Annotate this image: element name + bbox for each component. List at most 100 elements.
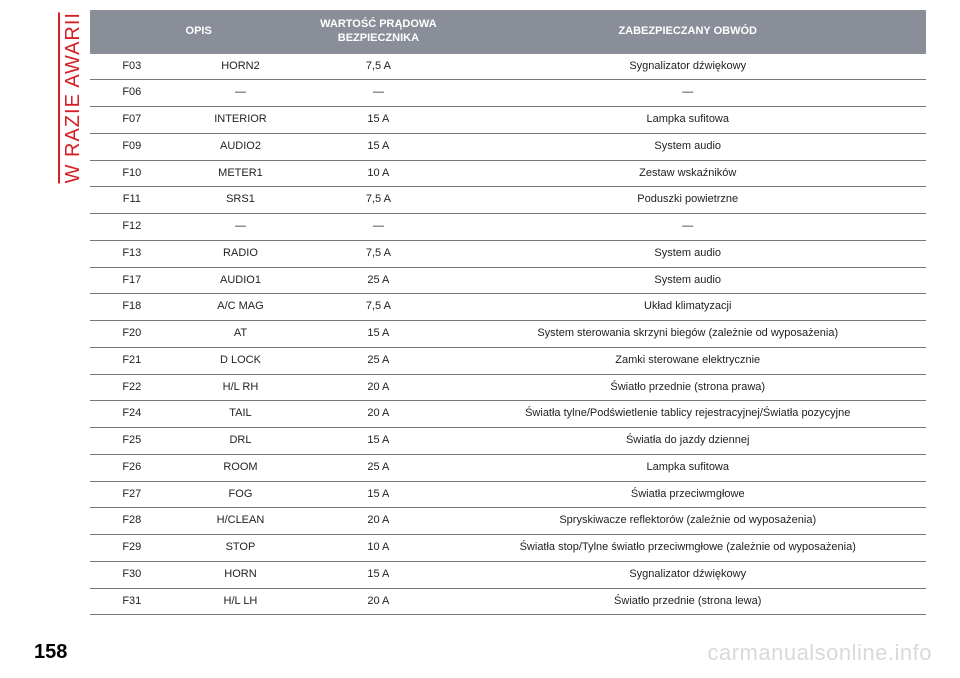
fuse-name: SRS1 [174, 187, 308, 214]
fuse-amp: 10 A [307, 535, 449, 562]
table-row: F21D LOCK25 AZamki sterowane elektryczni… [90, 347, 926, 374]
table-row: F24TAIL20 AŚwiatła tylne/Podświetlenie t… [90, 401, 926, 428]
fuse-amp: — [307, 214, 449, 241]
fuse-amp: 20 A [307, 401, 449, 428]
table-row: F06——— [90, 80, 926, 107]
fuse-circuit: Światło przednie (strona prawa) [449, 374, 926, 401]
fuse-amp: 7,5 A [307, 187, 449, 214]
table-row: F27FOG15 AŚwiatła przeciwmgłowe [90, 481, 926, 508]
table-row: F11SRS17,5 APoduszki powietrzne [90, 187, 926, 214]
fuse-amp: 20 A [307, 374, 449, 401]
table-row: F10METER110 AZestaw wskaźników [90, 160, 926, 187]
fuse-circuit: Sygnalizator dźwiękowy [449, 561, 926, 588]
fuse-code: F20 [90, 321, 174, 348]
fuse-name: H/CLEAN [174, 508, 308, 535]
fuse-amp: 7,5 A [307, 54, 449, 80]
fuse-circuit: System audio [449, 267, 926, 294]
header-circuit: ZABEZPIECZANY OBWÓD [449, 10, 926, 54]
table-header: OPIS WARTOŚĆ PRĄDOWA BEZPIECZNIKA ZABEZP… [90, 10, 926, 54]
fuse-code: F22 [90, 374, 174, 401]
table-row: F22H/L RH20 AŚwiatło przednie (strona pr… [90, 374, 926, 401]
fuse-name: TAIL [174, 401, 308, 428]
fuse-name: METER1 [174, 160, 308, 187]
fuse-amp: 25 A [307, 267, 449, 294]
fuse-code: F13 [90, 240, 174, 267]
fuse-code: F21 [90, 347, 174, 374]
fuse-code: F17 [90, 267, 174, 294]
fuse-name: ROOM [174, 454, 308, 481]
fuse-name: DRL [174, 428, 308, 455]
fuse-name: HORN [174, 561, 308, 588]
fuse-name: STOP [174, 535, 308, 562]
fuse-amp: 20 A [307, 508, 449, 535]
fuse-code: F06 [90, 80, 174, 107]
table-row: F12——— [90, 214, 926, 241]
fuse-code: F26 [90, 454, 174, 481]
fuse-code: F29 [90, 535, 174, 562]
fuse-code: F27 [90, 481, 174, 508]
table-row: F09AUDIO215 ASystem audio [90, 133, 926, 160]
fuse-code: F10 [90, 160, 174, 187]
fuse-name: HORN2 [174, 54, 308, 80]
fuse-amp: 25 A [307, 347, 449, 374]
fuse-amp: — [307, 80, 449, 107]
fuse-code: F07 [90, 107, 174, 134]
header-amp: WARTOŚĆ PRĄDOWA BEZPIECZNIKA [307, 10, 449, 54]
fuse-amp: 15 A [307, 321, 449, 348]
table-row: F31H/L LH20 AŚwiatło przednie (strona le… [90, 588, 926, 615]
table-row: F26ROOM25 ALampka sufitowa [90, 454, 926, 481]
fuse-code: F18 [90, 294, 174, 321]
fuse-amp: 15 A [307, 428, 449, 455]
fuse-amp: 15 A [307, 481, 449, 508]
fuse-code: F31 [90, 588, 174, 615]
fuse-name: H/L RH [174, 374, 308, 401]
fuse-code: F28 [90, 508, 174, 535]
fuse-circuit: Zamki sterowane elektrycznie [449, 347, 926, 374]
fuse-name: A/C MAG [174, 294, 308, 321]
fuse-circuit: Lampka sufitowa [449, 107, 926, 134]
table-row: F03HORN27,5 ASygnalizator dźwiękowy [90, 54, 926, 80]
fuse-circuit: — [449, 80, 926, 107]
fuse-circuit: Światła do jazdy dziennej [449, 428, 926, 455]
fuse-amp: 10 A [307, 160, 449, 187]
table-row: F28H/CLEAN20 ASpryskiwacze reflektorów (… [90, 508, 926, 535]
table-row: F13RADIO7,5 ASystem audio [90, 240, 926, 267]
fuse-table: OPIS WARTOŚĆ PRĄDOWA BEZPIECZNIKA ZABEZP… [90, 10, 926, 615]
fuse-amp: 15 A [307, 133, 449, 160]
fuse-circuit: Spryskiwacze reflektorów (zależnie od wy… [449, 508, 926, 535]
fuse-circuit: Światło przednie (strona lewa) [449, 588, 926, 615]
fuse-amp: 20 A [307, 588, 449, 615]
fuse-code: F24 [90, 401, 174, 428]
table-row: F25DRL15 AŚwiatła do jazdy dziennej [90, 428, 926, 455]
fuse-name: INTERIOR [174, 107, 308, 134]
fuse-name: H/L LH [174, 588, 308, 615]
table-body: F03HORN27,5 ASygnalizator dźwiękowyF06——… [90, 54, 926, 615]
fuse-name: AT [174, 321, 308, 348]
fuse-circuit: — [449, 214, 926, 241]
fuse-amp: 15 A [307, 561, 449, 588]
fuse-code: F03 [90, 54, 174, 80]
header-opis: OPIS [90, 10, 307, 54]
page-number: 158 [34, 641, 67, 664]
fuse-code: F25 [90, 428, 174, 455]
section-side-label: W RAZIE AWARII [58, 12, 85, 183]
fuse-circuit: Lampka sufitowa [449, 454, 926, 481]
table-row: F07INTERIOR15 ALampka sufitowa [90, 107, 926, 134]
fuse-code: F09 [90, 133, 174, 160]
fuse-code: F30 [90, 561, 174, 588]
fuse-code: F12 [90, 214, 174, 241]
fuse-circuit: Światła tylne/Podświetlenie tablicy reje… [449, 401, 926, 428]
table-row: F18A/C MAG7,5 AUkład klimatyzacji [90, 294, 926, 321]
fuse-name: AUDIO1 [174, 267, 308, 294]
fuse-name: RADIO [174, 240, 308, 267]
fuse-name: FOG [174, 481, 308, 508]
fuse-code: F11 [90, 187, 174, 214]
watermark: carmanualsonline.info [707, 640, 932, 666]
fuse-amp: 7,5 A [307, 294, 449, 321]
table-row: F30HORN15 ASygnalizator dźwiękowy [90, 561, 926, 588]
fuse-circuit: System sterowania skrzyni biegów (zależn… [449, 321, 926, 348]
fuse-name: D LOCK [174, 347, 308, 374]
fuse-circuit: Zestaw wskaźników [449, 160, 926, 187]
fuse-circuit: Światła stop/Tylne światło przeciwmgłowe… [449, 535, 926, 562]
fuse-amp: 7,5 A [307, 240, 449, 267]
